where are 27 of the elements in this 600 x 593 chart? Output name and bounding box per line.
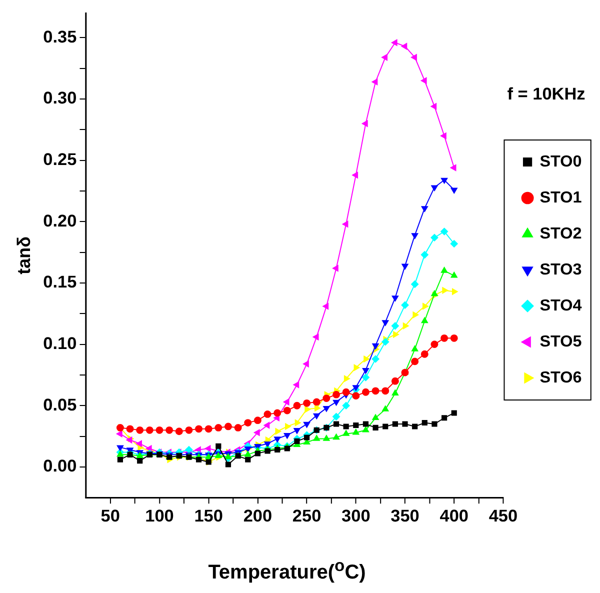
y-tick-label: 0.20 bbox=[43, 211, 77, 230]
legend-label: STO5 bbox=[540, 332, 582, 350]
x-tick-label: 400 bbox=[440, 506, 468, 526]
x-tick-label: 450 bbox=[488, 506, 518, 526]
x-tick-label: 350 bbox=[390, 506, 420, 526]
legend-label: STO1 bbox=[540, 188, 582, 206]
legend-label: STO3 bbox=[540, 260, 582, 278]
legend-label: STO2 bbox=[540, 224, 582, 242]
y-tick-label: 0.10 bbox=[43, 334, 77, 353]
legend-label: STO4 bbox=[540, 296, 582, 314]
x-tick-label: 100 bbox=[145, 506, 174, 526]
y-axis-title: tanδ bbox=[14, 236, 34, 274]
x-tick-label: 150 bbox=[194, 506, 223, 526]
y-tick-label: 0.00 bbox=[43, 456, 77, 476]
y-tick-label: 0.25 bbox=[43, 150, 78, 170]
y-tick-label: 0.05 bbox=[43, 395, 78, 414]
y-tick-label: 0.15 bbox=[43, 272, 78, 292]
text: f = 10KHz bbox=[507, 84, 586, 104]
x-tick-label: 200 bbox=[243, 506, 272, 526]
y-tick-label: 0.30 bbox=[43, 88, 77, 108]
legend-label: STO6 bbox=[540, 368, 582, 386]
x-axis-title: Temperature($^{o}$C) bbox=[207, 556, 367, 585]
x-tick-label: 50 bbox=[100, 506, 120, 526]
x-tick-label: 250 bbox=[292, 506, 322, 526]
y-tick-label: 0.35 bbox=[43, 28, 78, 46]
legend-label: STO0 bbox=[540, 152, 582, 170]
x-tick-label: 300 bbox=[342, 506, 370, 526]
